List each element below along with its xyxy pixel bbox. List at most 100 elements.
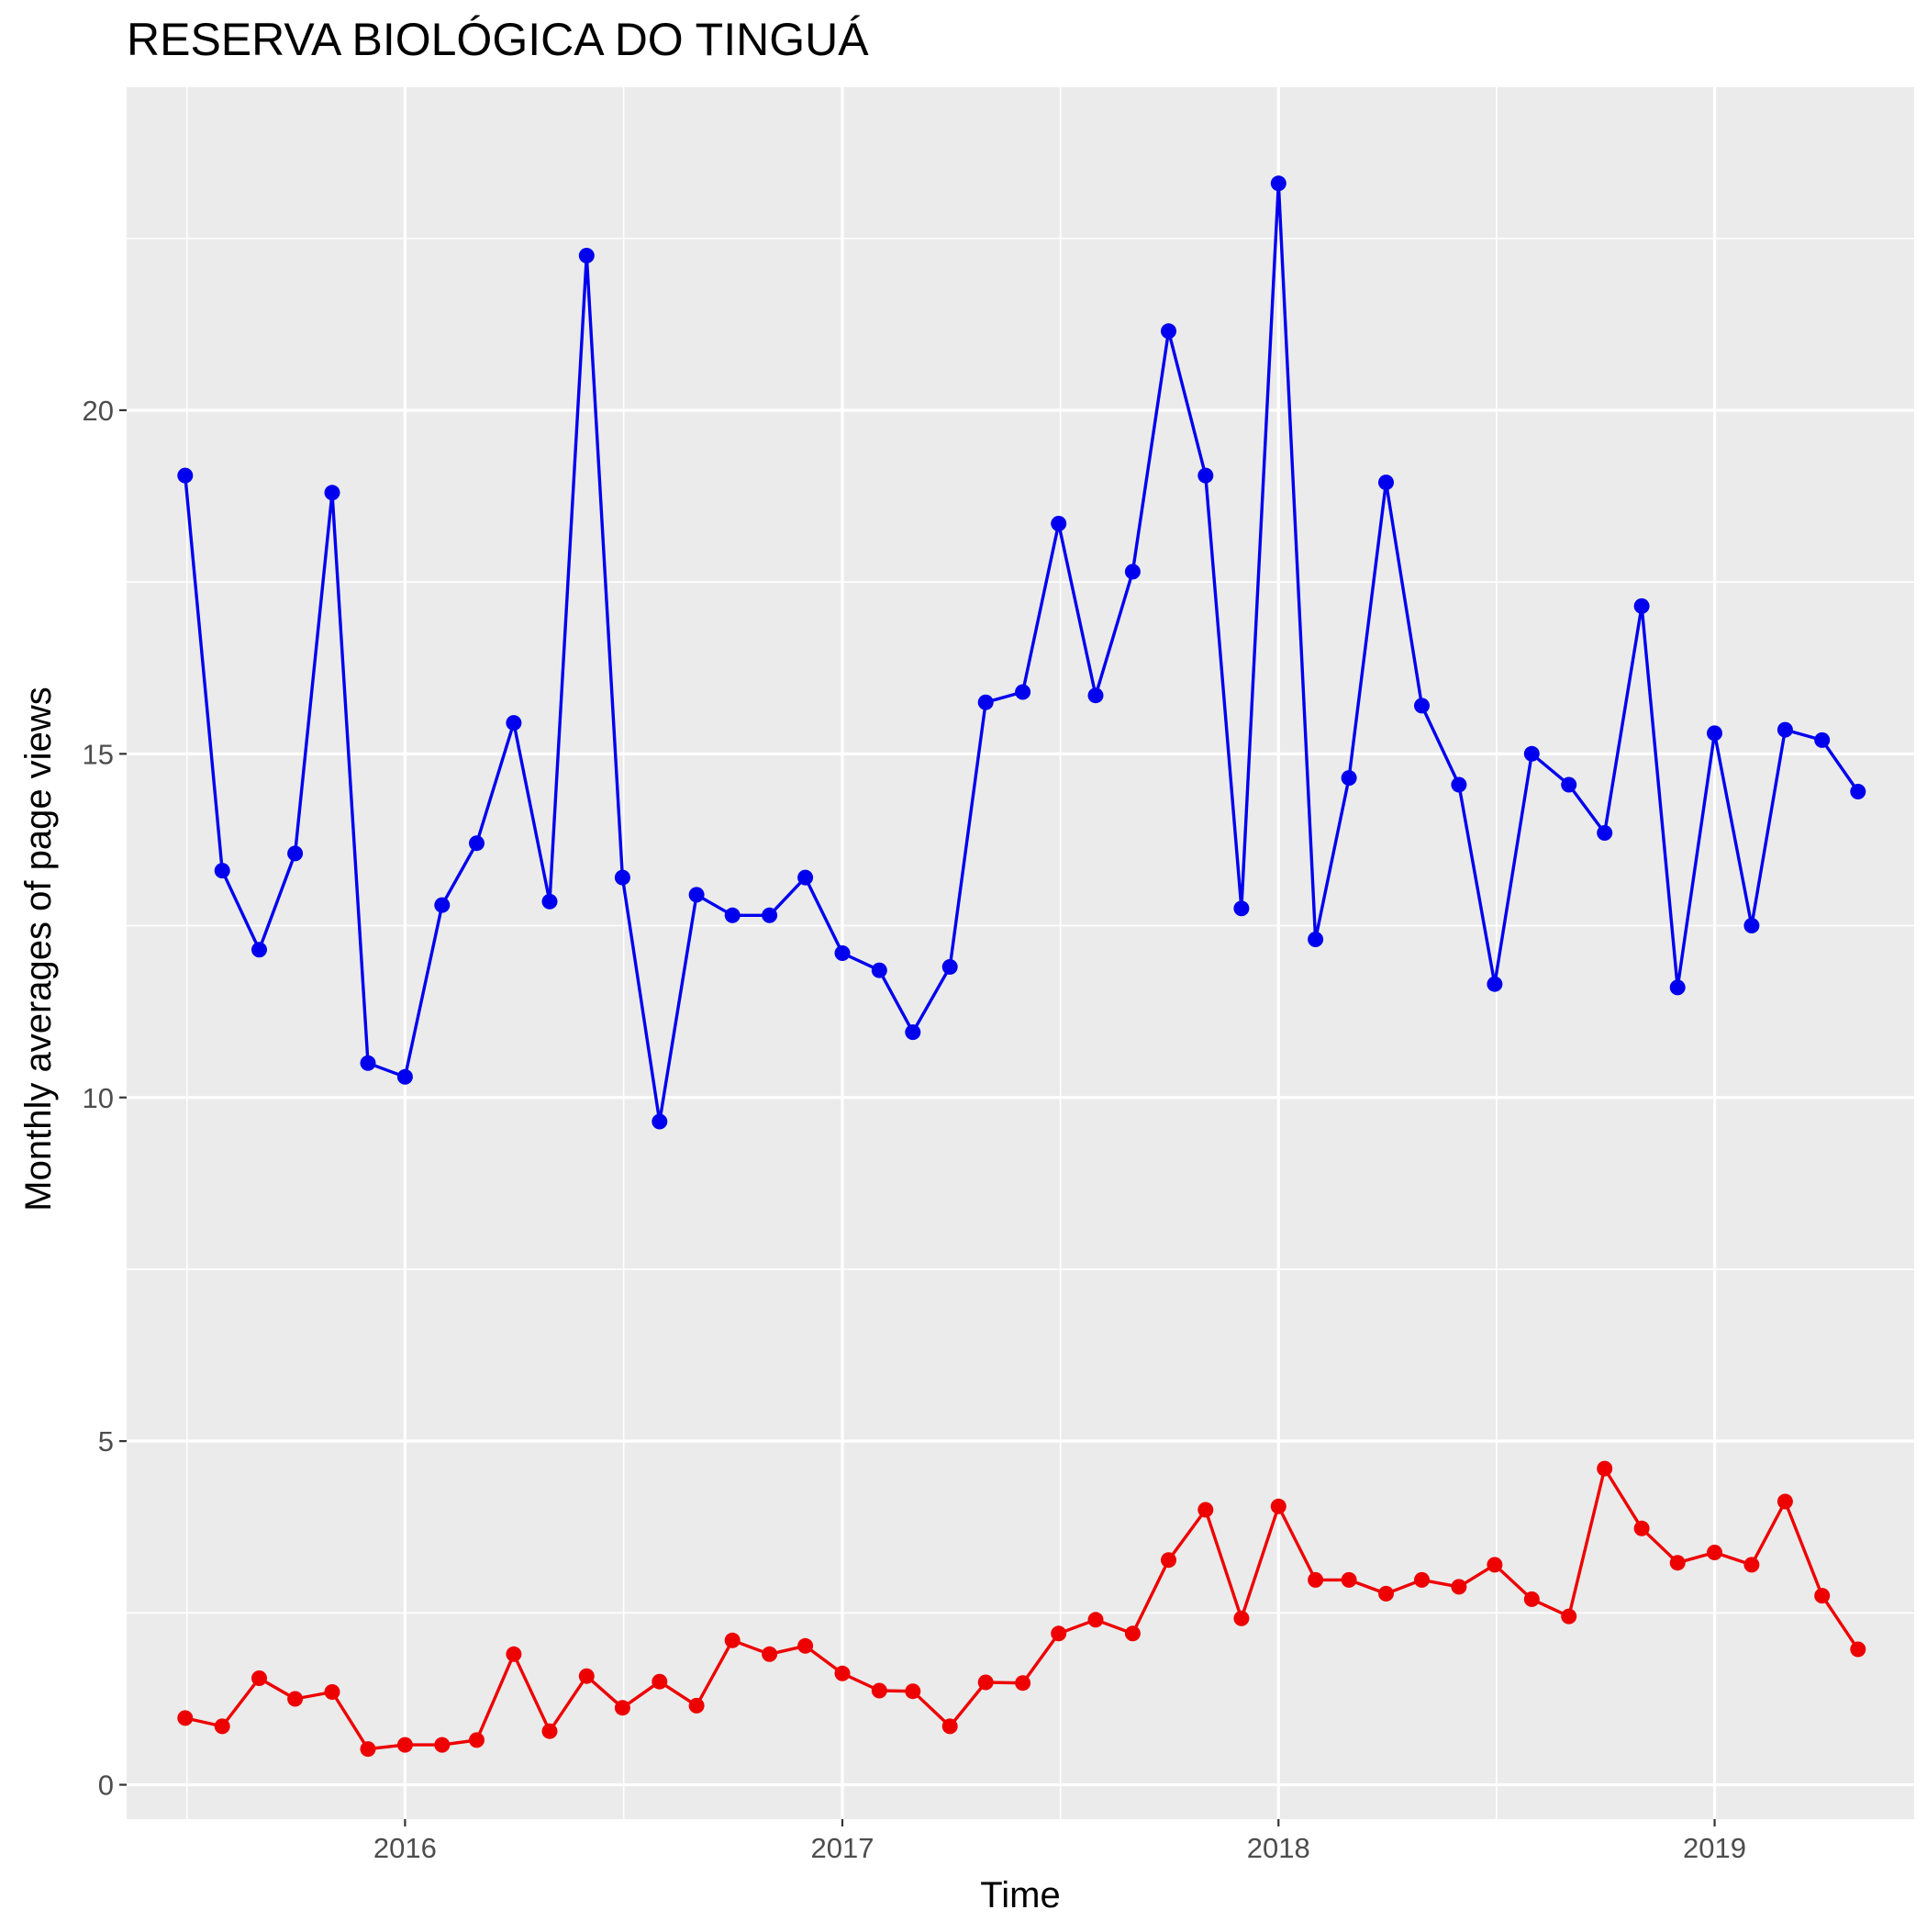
data-point: [177, 467, 194, 484]
x-axis-title: Time: [980, 1875, 1060, 1915]
data-point: [1414, 698, 1430, 714]
minor-gridlines: [127, 87, 1914, 1819]
y-tick-label: 10: [83, 1082, 114, 1114]
data-point: [1233, 1610, 1250, 1626]
data-point: [1414, 1571, 1430, 1588]
plot-panel: [127, 87, 1914, 1819]
data-point: [396, 1737, 413, 1753]
data-point: [1015, 684, 1031, 700]
data-point: [177, 1710, 194, 1726]
data-point: [834, 1665, 851, 1681]
data-point: [1850, 784, 1866, 799]
data-point: [434, 897, 451, 913]
data-point: [871, 1682, 887, 1699]
data-point: [724, 907, 741, 923]
data-point: [1378, 1585, 1394, 1602]
data-point: [762, 907, 778, 923]
data-point: [1487, 1557, 1503, 1573]
data-point: [1451, 1579, 1467, 1595]
series-layer: [177, 175, 1866, 1758]
data-point: [1707, 725, 1722, 742]
data-point: [251, 1670, 267, 1686]
data-point: [287, 845, 304, 862]
data-point: [1051, 516, 1067, 531]
data-point: [1051, 1625, 1067, 1642]
data-point: [1633, 597, 1650, 614]
data-point: [1669, 1555, 1686, 1571]
data-point: [1087, 1612, 1104, 1628]
x-tick-label: 2018: [1247, 1832, 1310, 1864]
data-point: [1087, 687, 1104, 704]
data-point: [1777, 721, 1793, 738]
data-point: [1378, 475, 1394, 491]
data-point: [1341, 1571, 1357, 1588]
data-point: [541, 893, 558, 910]
data-point: [1451, 776, 1467, 793]
data-point: [1633, 1520, 1650, 1536]
data-point: [762, 1646, 778, 1662]
data-point: [506, 1646, 522, 1662]
chart-title: RESERVA BIOLÓGICA DO TINGUÁ: [127, 14, 869, 65]
data-point: [614, 869, 630, 886]
data-point: [1523, 745, 1540, 762]
y-tick-label: 20: [83, 395, 114, 427]
data-point: [797, 869, 814, 886]
series-1: [177, 1460, 1866, 1758]
data-point: [688, 1697, 705, 1714]
data-point: [834, 945, 851, 961]
data-point: [905, 1683, 921, 1700]
data-point: [1814, 731, 1831, 748]
data-point: [977, 1674, 994, 1691]
data-point: [1341, 770, 1357, 787]
series-0: [177, 175, 1866, 1130]
data-point: [652, 1673, 668, 1690]
x-tick-label: 2017: [810, 1832, 874, 1864]
data-point: [1161, 1552, 1176, 1569]
data-point: [396, 1068, 413, 1085]
data-point: [724, 1632, 741, 1648]
data-point: [1669, 979, 1686, 996]
data-point: [1161, 323, 1176, 340]
data-point: [1124, 1625, 1141, 1642]
x-tick-label: 2019: [1683, 1832, 1746, 1864]
y-tick-label: 5: [98, 1425, 114, 1457]
data-point: [1707, 1545, 1722, 1560]
x-tick-label: 2016: [373, 1832, 437, 1864]
data-point: [541, 1723, 558, 1739]
data-point: [1814, 1588, 1831, 1604]
data-point: [1743, 918, 1760, 933]
data-point: [871, 962, 887, 978]
data-point: [506, 715, 522, 731]
data-point: [1850, 1641, 1866, 1658]
data-point: [652, 1113, 668, 1130]
data-point: [1597, 825, 1613, 841]
data-point: [1308, 1571, 1324, 1588]
data-point: [251, 942, 267, 958]
data-point: [1270, 175, 1287, 192]
data-point: [578, 248, 595, 263]
data-point: [1197, 1502, 1214, 1518]
data-point: [1015, 1675, 1031, 1692]
data-point: [1743, 1557, 1760, 1573]
data-point: [360, 1055, 376, 1071]
y-tick-label: 15: [83, 738, 114, 770]
y-axis-title: Monthly averages of page views: [18, 687, 59, 1211]
data-point: [434, 1737, 451, 1753]
data-point: [469, 1732, 485, 1748]
data-point: [1308, 932, 1324, 947]
data-point: [1233, 900, 1250, 917]
data-point: [1523, 1591, 1540, 1607]
axes-layer: 0 5 10 15 20 2016 2017 2018 2019: [83, 395, 1747, 1864]
data-point: [1197, 467, 1214, 484]
data-point: [977, 694, 994, 710]
data-point: [1561, 1608, 1577, 1625]
data-point: [1487, 976, 1503, 992]
data-point: [941, 959, 958, 975]
data-point: [941, 1718, 958, 1735]
data-point: [214, 1718, 230, 1735]
data-point: [469, 835, 485, 852]
data-point: [1561, 776, 1577, 793]
data-point: [614, 1700, 630, 1716]
